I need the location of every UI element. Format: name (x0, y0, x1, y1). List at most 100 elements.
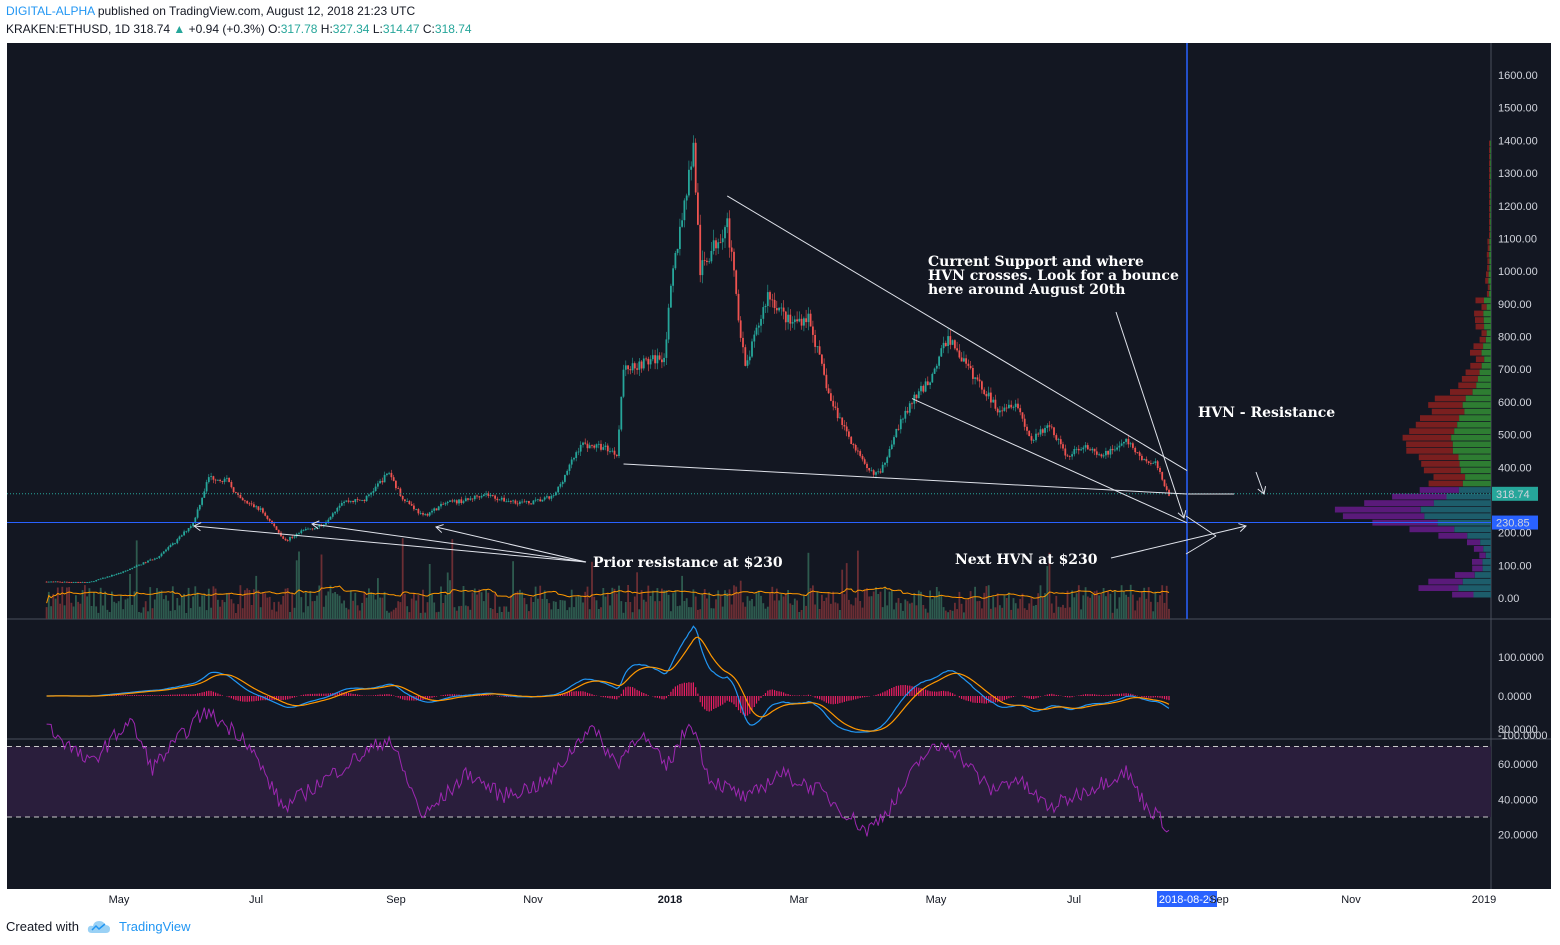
candle-body (147, 560, 149, 563)
candle-body (485, 493, 487, 495)
macd-histogram-bar (1161, 696, 1163, 699)
volume-bar (629, 602, 632, 619)
candle-body (221, 481, 224, 482)
volume-bar (566, 610, 569, 619)
macd-histogram-bar (706, 696, 708, 711)
macd-histogram-bar (309, 693, 311, 696)
macd-histogram-bar (1109, 694, 1111, 696)
volume-profile-bar (1477, 376, 1491, 382)
volume-bar (1165, 585, 1168, 619)
macd-histogram-bar (1057, 695, 1060, 696)
candle-body (516, 503, 519, 505)
volume-profile-bar (1470, 362, 1482, 369)
macd-histogram-bar (145, 695, 147, 696)
candle-body (239, 495, 242, 499)
tradingview-link[interactable]: TradingView (118, 919, 191, 934)
volume-bar (198, 606, 201, 619)
candle-body (259, 508, 262, 510)
volume-bar (68, 587, 70, 619)
candle-body (877, 471, 880, 473)
volume-bar (219, 606, 221, 619)
candle-body (884, 462, 886, 465)
volume-profile-bar (1488, 271, 1491, 278)
candle-body (568, 464, 571, 471)
volume-profile-bar (1484, 323, 1491, 330)
volume-bar (954, 602, 956, 619)
candle-body (1150, 463, 1152, 464)
volume-bar (262, 592, 264, 619)
candle-body (1095, 451, 1098, 455)
volume-bar (559, 600, 562, 619)
candle-body (363, 500, 366, 501)
candle-body (223, 478, 226, 482)
volume-bar (178, 605, 181, 619)
macd-histogram-bar (490, 695, 492, 696)
macd-histogram-bar (893, 687, 895, 696)
candle-body (262, 508, 264, 513)
volume-bar (1089, 597, 1091, 619)
volume-bar (604, 596, 607, 619)
candle-body (1098, 454, 1100, 456)
macd-histogram-bar (744, 696, 746, 716)
volume-bar (1095, 590, 1098, 619)
macd-histogram-bar (577, 691, 580, 696)
candle-body (196, 509, 199, 518)
x-tick-label: May (109, 894, 130, 906)
candle-body (1136, 452, 1139, 453)
arrow-prior-2 (311, 523, 587, 563)
macd-histogram-bar (900, 685, 902, 696)
candle-body (1003, 407, 1006, 411)
volume-profile-bar (1489, 238, 1491, 245)
up-arrow-icon: ▲ (173, 22, 186, 36)
volume-bar (638, 609, 641, 619)
volume-profile-bar (1406, 447, 1453, 454)
candle-body (377, 483, 379, 487)
macd-histogram-bar (386, 694, 388, 696)
candle-body (708, 261, 711, 263)
candle-body (115, 574, 118, 575)
macd-histogram-bar (683, 682, 685, 696)
author-link[interactable]: DIGITAL-ALPHA (6, 4, 95, 18)
macd-histogram-bar (857, 696, 859, 699)
arrow-next-hvn (1110, 525, 1247, 559)
candle-body (275, 526, 278, 530)
candle-body (760, 318, 762, 326)
macd-histogram-bar (952, 693, 954, 696)
created-with-text: Created with (6, 919, 79, 934)
candle-body (848, 431, 850, 437)
close-label: C: (422, 22, 435, 36)
candle-body (264, 512, 267, 516)
candle-body (266, 515, 269, 519)
candle-body (843, 425, 846, 427)
macd-histogram-bar (402, 696, 404, 700)
candle-body (647, 358, 650, 365)
volume-bar (1147, 587, 1150, 619)
volume-bar (1050, 603, 1053, 619)
volume-bar (1145, 598, 1148, 619)
macd-histogram-bar (481, 695, 483, 696)
candle-body (654, 355, 656, 364)
volume-bar (1066, 590, 1069, 619)
candle-body (931, 373, 934, 383)
macd-histogram-bar (780, 691, 782, 696)
candle-body (670, 285, 672, 308)
volume-bar (956, 609, 958, 619)
volume-bar (147, 611, 149, 619)
volume-bar (354, 592, 357, 619)
volume-bar (59, 603, 61, 619)
volume-bar (924, 608, 927, 619)
volume-bar (942, 607, 945, 619)
macd-histogram-bar (206, 691, 208, 696)
candle-body (406, 501, 409, 502)
y-tick-label: 200.00 (1498, 528, 1532, 540)
macd-histogram-bar (399, 696, 401, 699)
macd-histogram-bar (323, 693, 325, 696)
volume-profile-bar (1484, 297, 1491, 304)
macd-histogram-bar (113, 695, 115, 696)
volume-bar (226, 593, 228, 619)
x-tick-label: Sep (1209, 894, 1229, 906)
candle-body (257, 506, 260, 510)
candle-body (663, 357, 665, 363)
candle-body (546, 496, 548, 498)
